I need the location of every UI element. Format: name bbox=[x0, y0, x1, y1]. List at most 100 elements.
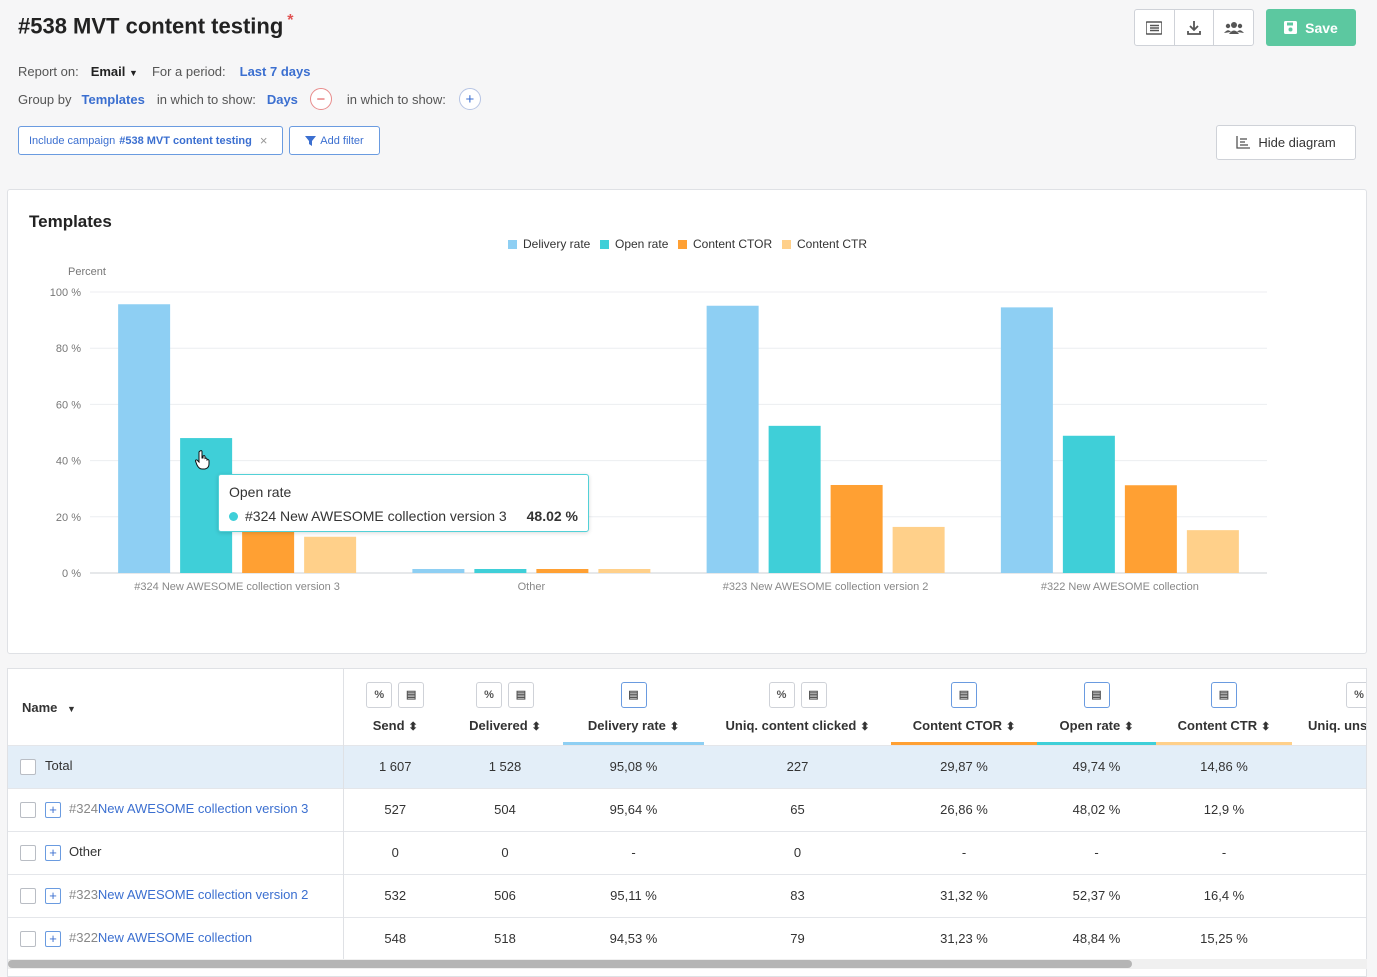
cell: 26,86 % bbox=[891, 787, 1037, 831]
legend-swatch bbox=[508, 240, 517, 249]
cell: 95,64 % bbox=[563, 787, 704, 831]
bar-chart: Delivery rate Open rate Content CTOR Conten… bbox=[50, 237, 1267, 593]
chart-toggle-icon[interactable]: ▤ bbox=[398, 681, 425, 708]
x-tick-label: #323 New AWESOME collection version 2 bbox=[723, 581, 929, 593]
name-header[interactable]: Name ▼ bbox=[8, 669, 344, 745]
close-icon[interactable]: × bbox=[259, 133, 268, 148]
report-settings-row: Report on: Email ▼ For a period: Last 7 … bbox=[18, 62, 310, 80]
chart-bar bbox=[1124, 485, 1177, 573]
show-label: in which to show: bbox=[156, 91, 256, 107]
show-value-link[interactable]: Days bbox=[266, 91, 298, 107]
row-checkbox[interactable] bbox=[20, 844, 36, 861]
percent-toggle-icon[interactable]: % bbox=[768, 681, 795, 708]
percent-toggle-icon[interactable]: % bbox=[366, 681, 393, 708]
col-content-ctr[interactable]: ▤ Content CTR ⬍ bbox=[1156, 669, 1292, 745]
row-name-link[interactable]: New AWESOME collection bbox=[97, 930, 253, 946]
row-checkbox[interactable] bbox=[20, 887, 36, 904]
sort-icon[interactable]: ⬍ bbox=[669, 720, 680, 733]
col-label: Send bbox=[372, 717, 405, 733]
cell: - bbox=[891, 830, 1037, 874]
col-uniq-unsubscribed[interactable]: % Uniq. unsu bbox=[1292, 669, 1366, 745]
caret-down-icon: ▼ bbox=[129, 67, 138, 78]
chart-bar bbox=[768, 425, 821, 573]
scrollbar-thumb[interactable] bbox=[8, 960, 1132, 968]
chart-toggle-icon[interactable]: ▤ bbox=[1083, 681, 1110, 708]
col-open-rate[interactable]: ▤ Open rate ⬍ bbox=[1037, 669, 1156, 745]
sort-icon[interactable]: ⬍ bbox=[860, 720, 870, 733]
cell: 518 bbox=[447, 916, 563, 960]
remove-grouping-button[interactable]: − bbox=[309, 88, 332, 110]
table-row[interactable]: + #323New AWESOME collection version 2 53… bbox=[8, 873, 1366, 917]
x-tick-label: Other bbox=[518, 581, 546, 593]
y-tick-label: 20 % bbox=[56, 512, 81, 524]
cell: 0 bbox=[447, 830, 563, 874]
cell: 12,9 % bbox=[1156, 787, 1292, 831]
col-delivered[interactable]: % ▤ Delivered ⬍ bbox=[447, 669, 563, 745]
percent-toggle-icon[interactable]: % bbox=[1346, 681, 1366, 708]
cell: 79 bbox=[704, 916, 891, 960]
campaign-filter-chip[interactable]: Include campaign #538 MVT content testin… bbox=[18, 126, 283, 155]
cell: 0 bbox=[343, 830, 447, 874]
users-icon bbox=[1223, 21, 1244, 34]
table-row[interactable]: + Other 0 0 - 0 - - - bbox=[8, 830, 1366, 874]
sort-icon[interactable]: ⬍ bbox=[531, 720, 541, 733]
expand-icon[interactable]: + bbox=[45, 931, 61, 948]
cell: - bbox=[1037, 830, 1156, 874]
chart-toggle-icon[interactable]: ▤ bbox=[508, 681, 534, 708]
period-value-link[interactable]: Last 7 days bbox=[239, 63, 311, 79]
col-delivery-rate[interactable]: ▤ Delivery rate ⬍ bbox=[563, 669, 704, 745]
chart-toggle-icon[interactable]: ▤ bbox=[951, 681, 977, 708]
row-checkbox[interactable] bbox=[20, 758, 36, 775]
report-on-dropdown[interactable]: Email ▼ bbox=[91, 64, 138, 79]
chart-toggle-icon[interactable]: ▤ bbox=[1211, 681, 1237, 708]
sort-icon[interactable]: ⬍ bbox=[1124, 720, 1134, 733]
table-row[interactable]: + #322New AWESOME collection 548 518 94,5… bbox=[8, 916, 1366, 960]
floppy-icon bbox=[1284, 21, 1298, 34]
add-filter-button[interactable]: Add filter bbox=[289, 126, 380, 155]
col-uniq-content-clicked[interactable]: % ▤ Uniq. content clicked ⬍ bbox=[704, 669, 891, 745]
table-row-total[interactable]: Total 1 607 1 528 95,08 % 227 29,87 % 49… bbox=[8, 744, 1366, 788]
caret-down-icon: ▼ bbox=[67, 703, 76, 714]
row-name-link[interactable]: New AWESOME collection version 2 bbox=[97, 887, 309, 903]
col-label: Open rate bbox=[1059, 717, 1121, 733]
chart-toggle-icon[interactable]: ▤ bbox=[800, 681, 827, 708]
chip-value: #538 MVT content testing bbox=[119, 134, 252, 147]
group-by-link[interactable]: Templates bbox=[81, 91, 145, 107]
cell: 83 bbox=[704, 873, 891, 917]
add-grouping-button[interactable]: + bbox=[458, 88, 481, 110]
expand-icon[interactable]: + bbox=[45, 844, 61, 861]
y-tick-label: 0 % bbox=[62, 568, 81, 580]
expand-icon[interactable]: + bbox=[45, 801, 61, 818]
hide-diagram-button[interactable]: Hide diagram bbox=[1216, 125, 1356, 160]
chart-toggle-icon[interactable]: ▤ bbox=[620, 681, 647, 708]
col-content-ctor[interactable]: ▤ Content CTOR ⬍ bbox=[891, 669, 1037, 745]
sort-icon[interactable]: ⬍ bbox=[408, 720, 418, 733]
horizontal-scrollbar[interactable] bbox=[8, 959, 1367, 969]
expand-icon[interactable]: + bbox=[45, 887, 61, 904]
sort-icon[interactable]: ⬍ bbox=[1261, 720, 1271, 733]
chart-bar bbox=[412, 569, 465, 573]
save-button[interactable]: Save bbox=[1266, 9, 1356, 46]
row-name-link[interactable]: New AWESOME collection version 3 bbox=[97, 801, 309, 817]
row-checkbox[interactable] bbox=[20, 801, 36, 818]
cell: 31,32 % bbox=[891, 873, 1037, 917]
table-row[interactable]: + #324New AWESOME collection version 3 52… bbox=[8, 787, 1366, 831]
cell: 15,25 % bbox=[1156, 916, 1292, 960]
col-send[interactable]: % ▤ Send ⬍ bbox=[343, 669, 447, 745]
chart-bar bbox=[1000, 307, 1053, 573]
row-checkbox[interactable] bbox=[20, 931, 36, 948]
users-button[interactable] bbox=[1214, 10, 1253, 45]
legend-label: Content CTR bbox=[797, 237, 867, 251]
minus-icon: − bbox=[316, 90, 326, 108]
name-header-label: Name bbox=[22, 699, 58, 715]
cell bbox=[1292, 873, 1366, 917]
tooltip-label: #324 New AWESOME collection version 3 bbox=[245, 508, 507, 524]
list-view-button[interactable] bbox=[1135, 10, 1175, 45]
sort-icon[interactable]: ⬍ bbox=[1006, 720, 1016, 733]
percent-toggle-icon[interactable]: % bbox=[476, 681, 502, 708]
download-button[interactable] bbox=[1175, 10, 1215, 45]
table-header-row: Name ▼ % ▤ Send ⬍ % ▤ Delivered ⬍ ▤ Delivery… bbox=[8, 669, 1366, 745]
col-label: Delivery rate bbox=[587, 717, 666, 733]
report-on-value: Email bbox=[90, 63, 126, 79]
cell: 227 bbox=[704, 744, 891, 788]
